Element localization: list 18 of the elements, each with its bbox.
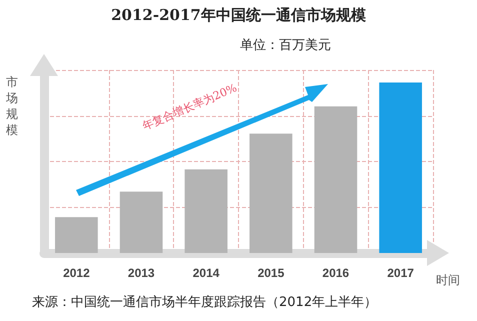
x-tick-label: 2012 [63, 266, 90, 280]
bar [250, 134, 292, 253]
x-tick-label: 2016 [322, 266, 350, 280]
bar [379, 82, 422, 253]
x-axis-title: 时间 [436, 272, 460, 289]
bar [55, 217, 98, 253]
bar [184, 169, 228, 253]
chart-subtitle: 单位：百万美元 [240, 37, 331, 54]
bar [314, 106, 358, 253]
x-tick-label: 2017 [387, 266, 414, 280]
x-tick-label: 2013 [128, 266, 155, 280]
chart-title: 2012-2017年中国统一通信市场规模 [110, 6, 367, 25]
y-axis-title: 市场规模 [6, 74, 19, 138]
annotation: 年复合增长率为20% [140, 80, 240, 134]
x-tick-label: 2015 [258, 266, 285, 280]
bar [120, 192, 163, 253]
x-tick-label: 2014 [192, 266, 220, 280]
source-note: 来源：中国统一通信市场半年度跟踪报告（2012年上半年） [32, 294, 378, 311]
